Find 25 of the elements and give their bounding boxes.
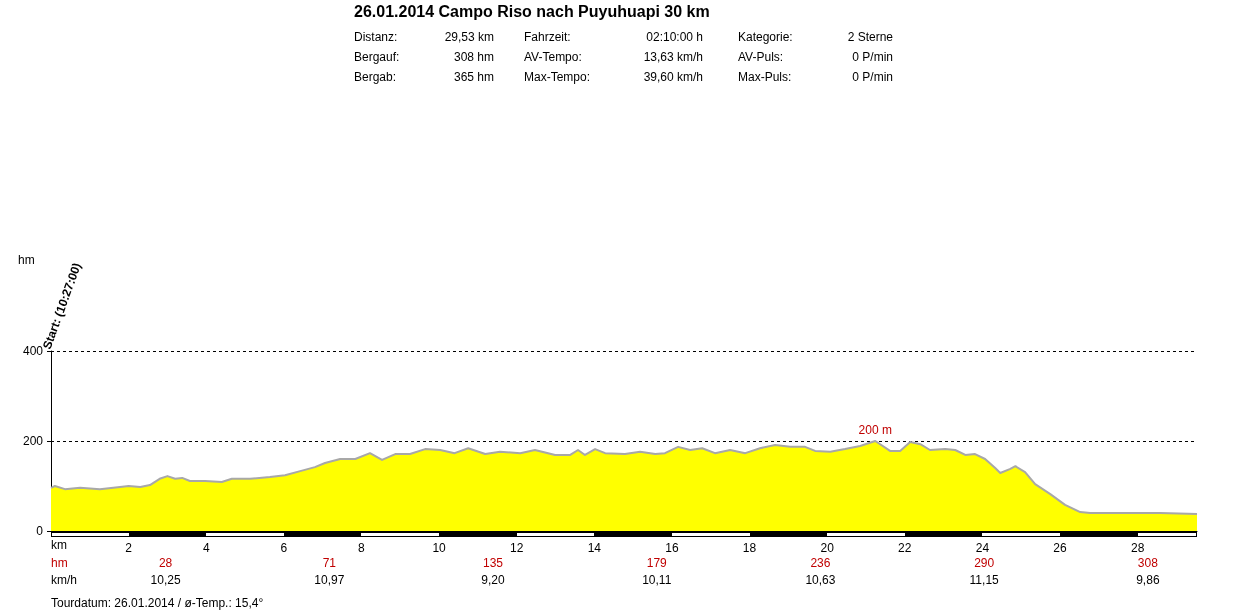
x-tick-label: 2 <box>125 541 133 555</box>
x-tick-label: 12 <box>510 541 524 555</box>
x-tick-label: 8 <box>358 541 366 555</box>
y-tick-label: 400 <box>22 344 44 358</box>
x-tick-label: 4 <box>202 541 210 555</box>
annotation: 200 m <box>858 423 892 437</box>
text: Distanz: 29,53 km Fahrzeit: 02:10:00 h Kategorie: 2 Sterne Bergauf: 308 hm AV-Tempo: 13,63 km/h AV-Puls: 0 P/min Bergab: 365 hm Max-Tempo: 39,60 km/h Max-Puls: 0 P/min <box>354 30 893 84</box>
text: Tourdatum: 26.01.2014 / ø-Temp.: 15,4° <box>51 596 264 610</box>
x-tick-label: 6 <box>280 541 288 555</box>
text: hm 28 71 135 179 236 290 308 <box>51 556 1158 570</box>
x-tick-label: 16 <box>665 541 679 555</box>
y-tick-label: 0 <box>36 524 44 538</box>
x-tick-label: 22 <box>898 541 912 555</box>
x-tick-label: 18 <box>742 541 757 555</box>
x-axis-title: km <box>51 538 67 552</box>
x-tick-label: 20 <box>820 541 835 555</box>
x-tick-label: 28 <box>1130 541 1145 555</box>
x-tick-label: 24 <box>975 541 990 555</box>
chart-title: 26.01.2014 Campo Riso nach Puyuhuapi 30 km <box>354 3 710 21</box>
text: km/h 10,25 10,97 9,20 10,11 10,63 11,15 9,86 <box>51 573 1160 587</box>
x-tick-label: 10 <box>432 541 447 555</box>
y-tick-label: 200 <box>22 434 44 448</box>
text: hm <box>18 253 35 267</box>
x-tick-label: 14 <box>587 541 602 555</box>
x-tick-label: 26 <box>1053 541 1067 555</box>
